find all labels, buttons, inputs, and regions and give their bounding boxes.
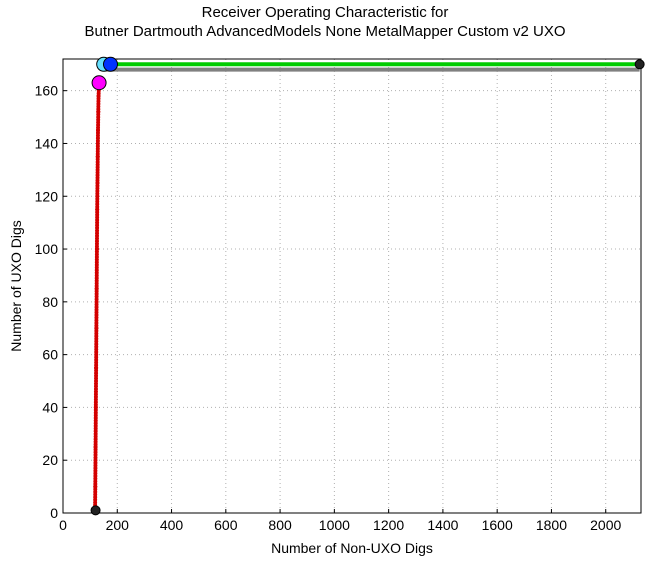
tick-layer: 0 200 400 600 800 1000 1200 1400 1600 1800 2000 0 20… — [35, 83, 622, 533]
y-tick-label: 80 — [42, 294, 58, 310]
x-tick-label: 600 — [214, 517, 238, 533]
y-tick-label: 60 — [42, 347, 58, 363]
x-tick-label: 800 — [268, 517, 292, 533]
roc-marker — [102, 56, 118, 72]
x-axis-label: Number of Non-UXO Digs — [271, 540, 433, 556]
x-tick-label: 400 — [160, 517, 184, 533]
plot-frame — [62, 58, 642, 514]
marker-layer — [90, 56, 645, 516]
roc-marker — [634, 59, 645, 70]
y-tick-label: 120 — [35, 188, 59, 204]
x-tick-label: 2000 — [590, 517, 621, 533]
y-tick-label: 40 — [42, 399, 58, 415]
roc-marker — [90, 505, 101, 516]
y-axis-label: Number of UXO Digs — [8, 220, 24, 351]
x-tick-label: 1000 — [319, 517, 350, 533]
y-tick-label: 140 — [35, 135, 59, 151]
x-tick-label: 1600 — [482, 517, 513, 533]
y-tick-label: 100 — [35, 241, 59, 257]
y-tick-label: 0 — [50, 505, 58, 521]
roc-marker — [91, 75, 107, 91]
x-tick-label: 1400 — [427, 517, 458, 533]
y-tick-label: 20 — [42, 452, 58, 468]
chart-title-line-1: Receiver Operating Characteristic for — [201, 4, 449, 21]
chart-title-line-2: Butner Dartmouth AdvancedModels None Met… — [84, 23, 566, 40]
x-tick-label: 200 — [106, 517, 130, 533]
x-tick-label: 1800 — [536, 517, 567, 533]
x-tick-label: 0 — [59, 517, 67, 533]
grid-layer — [62, 59, 641, 514]
series-layer — [93, 62, 640, 515]
y-tick-label: 160 — [35, 83, 59, 99]
x-tick-label: 1200 — [373, 517, 404, 533]
